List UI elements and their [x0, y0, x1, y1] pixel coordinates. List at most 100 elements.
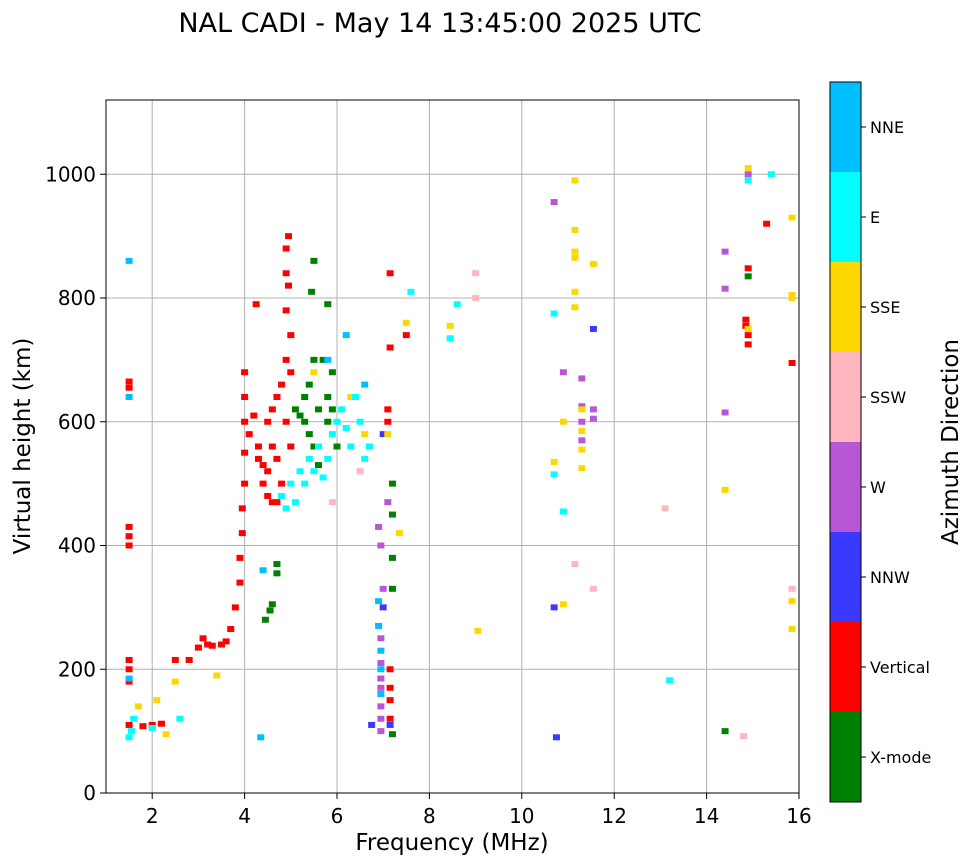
- data-point-w: [578, 437, 586, 444]
- x-tick-label: 16: [786, 804, 811, 828]
- data-point-sse: [474, 627, 482, 634]
- data-point-sse: [721, 486, 729, 493]
- data-point-vertical: [231, 604, 239, 611]
- data-point-w: [721, 409, 729, 416]
- data-point-sse: [162, 731, 170, 738]
- colorbar-tick-label: Vertical: [870, 658, 930, 677]
- data-point-x-mode: [296, 412, 304, 419]
- data-point-x-mode: [301, 394, 309, 400]
- data-point-vertical: [264, 468, 272, 475]
- data-point-w: [578, 375, 586, 382]
- data-point-ssw: [472, 270, 480, 277]
- colorbar-frame: [829, 81, 862, 803]
- data-point-sse: [578, 446, 586, 453]
- data-point-ssw: [472, 295, 480, 301]
- data-point-sse: [402, 319, 410, 326]
- data-point-sse: [578, 428, 586, 435]
- data-point-e: [361, 455, 369, 462]
- data-point-x-mode: [324, 418, 332, 425]
- x-axis-label: Frequency (MHz): [355, 830, 548, 856]
- data-point-x-mode: [310, 443, 318, 450]
- data-point-vertical: [236, 579, 244, 586]
- data-point-sse: [559, 601, 567, 608]
- data-point-vertical: [386, 344, 394, 351]
- data-point-vertical: [227, 626, 235, 633]
- x-tick-label: 6: [331, 804, 344, 828]
- data-point-e: [287, 480, 295, 487]
- data-point-vertical: [241, 369, 249, 376]
- data-point-vertical: [252, 301, 260, 308]
- data-point-vertical: [386, 270, 394, 277]
- data-point-sse: [446, 322, 454, 329]
- x-tick-label: 8: [423, 804, 436, 828]
- data-point-e: [291, 499, 299, 506]
- data-point-vertical: [763, 220, 771, 227]
- data-point-sse: [744, 165, 752, 172]
- data-point-vertical: [386, 666, 394, 673]
- data-point-e: [278, 493, 286, 499]
- data-point-e: [125, 734, 133, 741]
- data-point-w: [559, 369, 567, 376]
- data-point-e: [342, 424, 350, 431]
- data-point-nne: [375, 598, 383, 605]
- data-point-sse: [571, 248, 579, 255]
- data-point-sse: [171, 678, 179, 685]
- data-point-vertical: [259, 480, 267, 487]
- data-point-sse: [310, 369, 318, 376]
- data-point-vertical: [287, 443, 295, 450]
- data-point-w: [589, 406, 597, 413]
- data-point-vertical: [238, 505, 246, 512]
- data-point-vertical: [125, 678, 133, 685]
- data-point-vertical: [744, 332, 752, 339]
- colorbar-tick-label: NNE: [870, 118, 904, 137]
- data-point-ssw: [788, 585, 796, 592]
- data-point-vertical: [238, 530, 246, 537]
- data-point-ssw: [661, 505, 669, 512]
- data-point-vertical: [148, 721, 156, 728]
- data-point-x-mode: [301, 418, 309, 425]
- data-point-vertical: [157, 720, 165, 727]
- data-point-x-mode: [319, 356, 327, 363]
- data-point-nne: [342, 332, 350, 339]
- x-tick-label: 2: [146, 804, 159, 828]
- data-point-e: [301, 480, 309, 487]
- data-point-sse: [571, 177, 579, 184]
- data-point-nne: [361, 381, 369, 388]
- chart-title: NAL CADI - May 14 13:45:00 2025 UTC: [178, 8, 701, 39]
- colorbar-swatch: [830, 442, 861, 532]
- data-point-e: [305, 455, 313, 462]
- data-point-vertical: [222, 638, 230, 645]
- data-point-sse: [788, 291, 796, 298]
- data-point-x-mode: [324, 301, 332, 308]
- grid-lines: [106, 100, 800, 794]
- data-point-x-mode: [291, 406, 299, 413]
- data-point-x-mode: [333, 443, 341, 450]
- data-point-vertical: [125, 542, 133, 549]
- data-point-e: [328, 431, 336, 438]
- data-point-vertical: [788, 359, 796, 366]
- data-point-vertical: [125, 721, 133, 728]
- data-point-nnw: [386, 721, 394, 728]
- data-point-vertical: [254, 443, 262, 450]
- y-tick-label: 0: [83, 781, 96, 805]
- data-point-x-mode: [324, 394, 332, 400]
- data-point-w: [377, 684, 385, 691]
- data-point-vertical: [284, 282, 292, 289]
- data-point-sse: [571, 304, 579, 311]
- data-point-e: [324, 455, 332, 462]
- data-point-sse: [213, 672, 221, 679]
- data-point-vertical: [125, 666, 133, 673]
- data-point-w: [721, 248, 729, 255]
- data-point-w: [550, 199, 558, 206]
- colorbar-swatch: [830, 622, 861, 712]
- data-point-e: [296, 468, 304, 475]
- data-point-nnw: [379, 604, 387, 611]
- data-point-x-mode: [388, 480, 396, 487]
- data-point-vertical: [742, 316, 750, 323]
- data-point-nne: [375, 622, 383, 629]
- data-point-e: [744, 177, 752, 184]
- data-point-x-mode: [388, 585, 396, 592]
- data-point-e: [148, 725, 156, 732]
- data-point-x-mode: [315, 462, 323, 469]
